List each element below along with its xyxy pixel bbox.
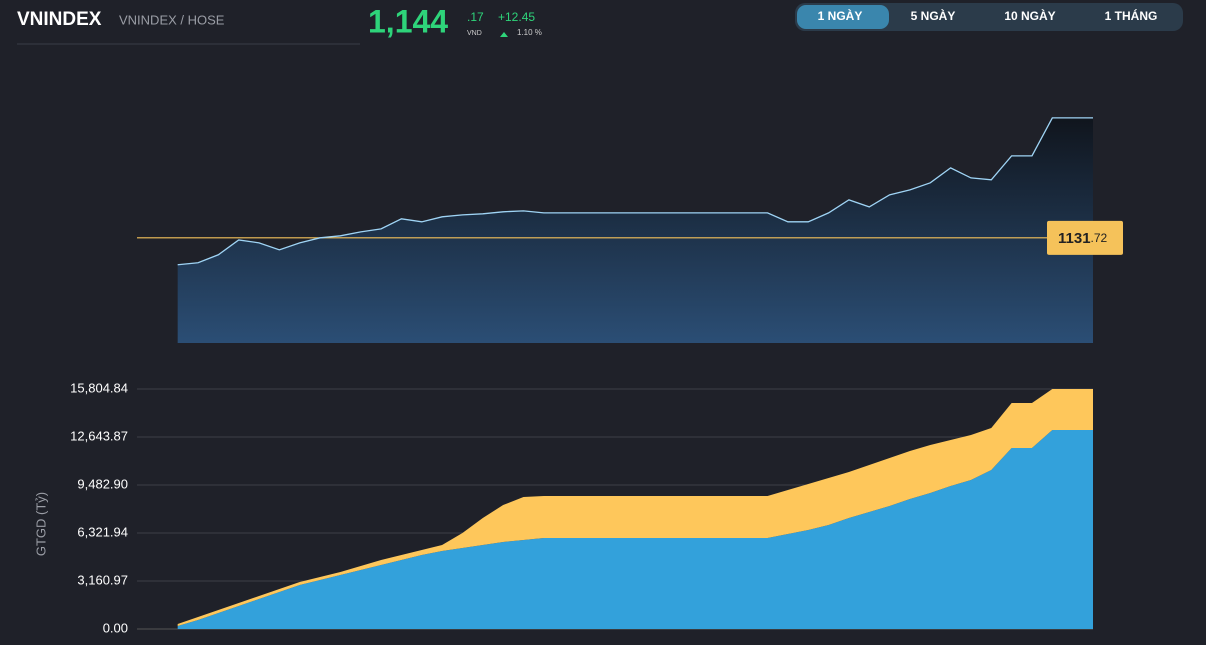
tab-bar [795, 3, 1183, 31]
tab[interactable]: 1 NGÀY [818, 8, 863, 23]
change-pct: 1.10 % [517, 28, 542, 37]
change: +12.45 [498, 10, 535, 24]
stacked-area [177, 389, 1093, 626]
y-tick-label: 9,482.90 [77, 476, 128, 491]
price-decimal: .17 [467, 10, 484, 24]
y-tick-label: 12,643.87 [70, 428, 128, 443]
y-tick-label: 0.00 [103, 620, 128, 635]
tab[interactable]: 5 NGÀY [911, 8, 956, 23]
y-tick-label: 6,321.94 [77, 524, 128, 539]
stacked-area [177, 430, 1093, 629]
tab[interactable]: 1 THÁNG [1105, 8, 1158, 23]
symbol: VNINDEX [17, 9, 102, 30]
reference-label-decimal: .72 [1091, 231, 1108, 245]
y-tick-label: 3,160.97 [77, 572, 128, 587]
tab-active-bg [797, 5, 889, 29]
currency: VND [467, 30, 482, 37]
up-arrow [500, 32, 508, 37]
tab[interactable]: 10 NGÀY [1004, 8, 1055, 23]
y-tick-label: 15,804.84 [70, 380, 128, 395]
price-line [177, 117, 1093, 266]
reference-badge [1047, 220, 1123, 255]
y-axis-label: GTGD (Tỷ) [33, 492, 48, 556]
exchange: VNINDEX / HOSE [119, 12, 225, 27]
price-area [177, 117, 1093, 343]
price: 1,144 [368, 3, 448, 39]
reference-label: 1131.72 [1058, 230, 1108, 247]
